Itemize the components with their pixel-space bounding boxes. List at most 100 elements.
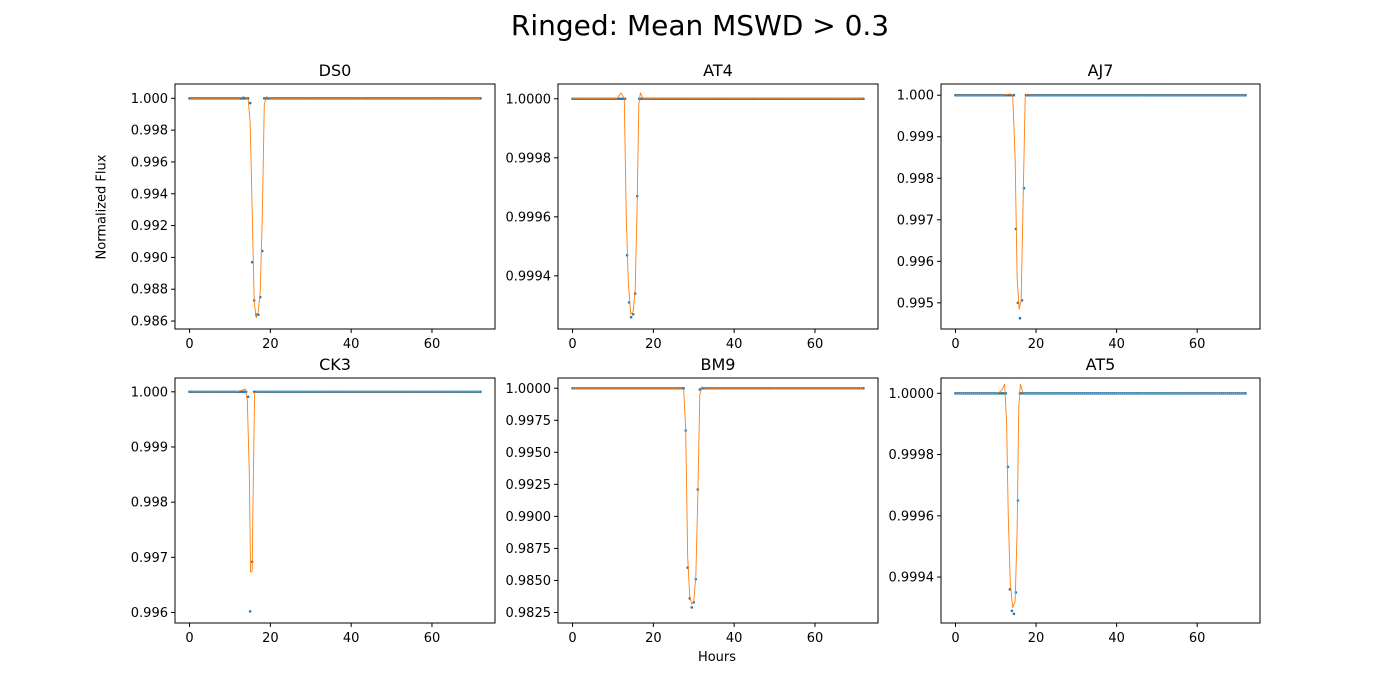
plot-area bbox=[188, 96, 482, 319]
y-tick-label: 0.9875 bbox=[506, 542, 552, 557]
axes-frame bbox=[557, 83, 879, 330]
x-tick-label: 0 bbox=[951, 631, 959, 646]
data-point bbox=[1012, 93, 1016, 97]
axes-frame bbox=[940, 83, 1261, 330]
data-point bbox=[479, 97, 482, 100]
data-point bbox=[1000, 392, 1004, 395]
x-tick-label: 0 bbox=[185, 631, 193, 646]
y-tick-label: 0.9900 bbox=[506, 510, 552, 525]
y-tick-label: 0.9996 bbox=[889, 509, 935, 524]
y-tick-label: 0.998 bbox=[897, 172, 934, 187]
data-point bbox=[698, 388, 702, 391]
x-tick-label: 20 bbox=[645, 337, 662, 352]
y-tick-label: 0.990 bbox=[131, 251, 168, 266]
y-tick-label: 0.998 bbox=[131, 496, 168, 511]
data-point bbox=[690, 606, 694, 609]
plot-area bbox=[571, 92, 865, 319]
subplot-title: DS0 bbox=[319, 61, 352, 80]
data-point bbox=[571, 97, 574, 101]
y-tick-label: 0.9850 bbox=[506, 574, 552, 589]
y-tick-label: 1.0000 bbox=[889, 387, 935, 402]
y-tick-label: 1.000 bbox=[897, 89, 934, 104]
y-tick-label: 0.996 bbox=[131, 155, 168, 170]
axes-frame bbox=[940, 377, 1261, 624]
data-point bbox=[862, 386, 865, 390]
data-point bbox=[1002, 392, 1006, 395]
y-tick-label: 0.9975 bbox=[506, 414, 552, 429]
x-axis-label: Hours bbox=[697, 650, 737, 665]
data-point bbox=[262, 97, 266, 100]
x-tick-label: 0 bbox=[185, 337, 193, 352]
x-tick-label: 40 bbox=[343, 631, 360, 646]
axes-frame bbox=[557, 377, 879, 624]
y-tick-label: 0.9998 bbox=[506, 151, 552, 166]
x-tick-label: 40 bbox=[726, 337, 743, 352]
x-tick-label: 60 bbox=[424, 337, 441, 352]
y-tick-label: 0.992 bbox=[131, 219, 168, 234]
x-tick-label: 40 bbox=[726, 631, 743, 646]
data-point bbox=[188, 97, 191, 100]
data-point bbox=[571, 386, 574, 390]
data-point bbox=[248, 101, 252, 105]
data-point bbox=[619, 97, 623, 101]
x-tick-label: 60 bbox=[1189, 631, 1206, 646]
y-tick-label: 0.9925 bbox=[506, 478, 552, 493]
model-line bbox=[189, 388, 481, 573]
data-point bbox=[250, 260, 254, 264]
y-tick-label: 0.9996 bbox=[506, 210, 552, 225]
data-point bbox=[1012, 612, 1016, 616]
data-point bbox=[479, 390, 482, 394]
axes-frame bbox=[174, 377, 496, 624]
subplot-at4: AT4 0 20 40 60 0.9994 0.9996 0.9998 1.0000 bbox=[506, 61, 879, 352]
y-tick-label: 0.997 bbox=[897, 213, 934, 228]
subplot-title: BM9 bbox=[701, 355, 736, 374]
y-tick-label: 1.000 bbox=[131, 92, 168, 107]
y-tick-label: 1.000 bbox=[131, 385, 168, 400]
subplot-at5: AT5 0 20 40 60 0.9994 0.9996 0.9998 1.0000 bbox=[889, 355, 1261, 646]
plot-area bbox=[188, 388, 482, 613]
data-point bbox=[242, 97, 246, 100]
subplot-title: AT5 bbox=[1086, 355, 1116, 374]
y-tick-label: 1.0000 bbox=[506, 92, 552, 107]
data-point bbox=[248, 610, 252, 613]
data-point bbox=[629, 315, 633, 319]
x-tick-label: 0 bbox=[568, 631, 576, 646]
x-tick-label: 40 bbox=[1108, 631, 1125, 646]
data-point bbox=[188, 390, 191, 394]
data-point bbox=[1018, 316, 1022, 320]
y-tick-label: 0.996 bbox=[131, 606, 168, 621]
model-line bbox=[955, 93, 1246, 310]
x-tick-label: 60 bbox=[424, 631, 441, 646]
y-tick-label: 0.994 bbox=[131, 187, 168, 202]
y-tick-label: 0.9825 bbox=[506, 606, 552, 621]
y-tick-label: 0.999 bbox=[897, 130, 934, 145]
x-tick-label: 60 bbox=[1189, 337, 1206, 352]
model-line bbox=[955, 383, 1246, 609]
plot-area bbox=[571, 386, 865, 609]
data-point bbox=[639, 97, 643, 101]
x-tick-label: 40 bbox=[1108, 337, 1125, 352]
y-tick-label: 0.9950 bbox=[506, 446, 552, 461]
y-tick-label: 0.9994 bbox=[889, 571, 935, 586]
subplot-aj7: AJ7 0 20 40 60 0.995 0.996 0.997 0.998 0.999 1.000 bbox=[897, 61, 1261, 352]
x-tick-label: 20 bbox=[262, 631, 279, 646]
model-line bbox=[189, 96, 481, 319]
y-tick-label: 0.986 bbox=[131, 315, 168, 330]
x-tick-label: 20 bbox=[1028, 631, 1045, 646]
data-point bbox=[246, 395, 250, 399]
y-tick-label: 0.996 bbox=[897, 255, 934, 270]
subplot-ck3: CK3 0 20 40 60 0.996 0.997 0.998 0.999 1.000 bbox=[131, 355, 496, 646]
y-tick-label: 0.9994 bbox=[506, 269, 552, 284]
x-tick-label: 20 bbox=[1028, 337, 1045, 352]
x-tick-label: 0 bbox=[568, 337, 576, 352]
y-tick-label: 1.0000 bbox=[506, 382, 552, 397]
subplot-title: AJ7 bbox=[1088, 61, 1114, 80]
x-tick-label: 20 bbox=[262, 337, 279, 352]
data-point bbox=[862, 97, 865, 101]
subplot-title: AT4 bbox=[703, 61, 733, 80]
figure-title: Ringed: Mean MSWD > 0.3 bbox=[510, 9, 890, 42]
plot-area bbox=[954, 383, 1247, 616]
y-tick-label: 0.999 bbox=[131, 440, 168, 455]
data-point bbox=[242, 390, 246, 394]
